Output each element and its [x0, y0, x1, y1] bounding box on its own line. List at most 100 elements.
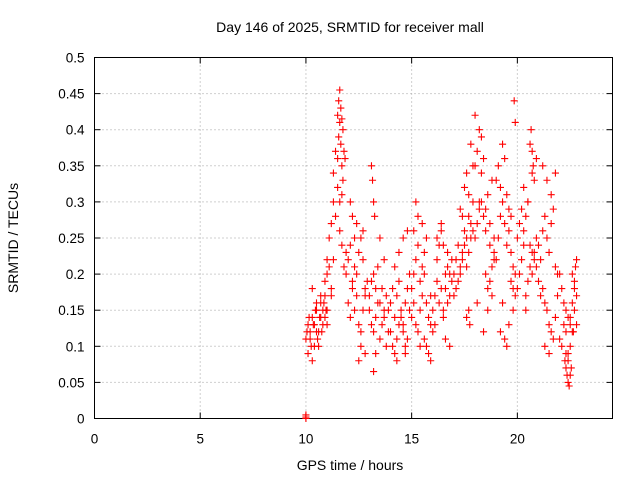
data-point [545, 248, 553, 256]
data-point [368, 176, 377, 184]
data-point [306, 335, 314, 343]
data-point [321, 277, 329, 285]
data-point [477, 133, 485, 141]
data-point [323, 270, 331, 278]
data-point [444, 248, 452, 256]
data-point [570, 284, 578, 293]
data-point [351, 234, 359, 242]
data-point [309, 321, 317, 329]
data-point [515, 220, 524, 228]
data-point [344, 299, 352, 307]
data-point [425, 313, 433, 321]
data-point [334, 155, 342, 163]
data-point [543, 234, 551, 242]
data-point [549, 335, 557, 343]
data-point [418, 292, 426, 300]
data-point [336, 118, 344, 127]
data-point [403, 227, 411, 235]
data-point [568, 270, 576, 278]
data-point [463, 263, 471, 271]
data-point [501, 220, 509, 228]
data-point [329, 256, 337, 264]
data-point [526, 263, 534, 271]
data-point [460, 241, 469, 249]
data-point [524, 277, 532, 285]
data-point [308, 357, 316, 365]
data-point [441, 284, 450, 293]
data-point [503, 241, 511, 249]
axis-ticks: 0 0.05 0.1 0.15 0.2 0.25 0.3 0.35 0.4 0.45 0.5 0 5 10… [58, 51, 613, 447]
data-point [471, 111, 479, 119]
data-point [475, 198, 483, 206]
data-point [467, 140, 475, 148]
data-point [534, 277, 543, 285]
data-point [361, 284, 369, 293]
data-point [569, 328, 577, 336]
data-point [329, 169, 337, 177]
data-point [376, 234, 384, 242]
data-point [391, 313, 399, 321]
y-tick-label: 0.15 [58, 303, 84, 318]
data-point [399, 234, 407, 242]
data-point [566, 321, 574, 329]
data-point [382, 342, 390, 350]
data-point [302, 413, 310, 421]
data-point [522, 306, 530, 314]
data-point [357, 328, 365, 336]
data-point [543, 306, 551, 314]
data-point [361, 349, 369, 358]
data-point [372, 313, 380, 321]
data-point [565, 382, 573, 390]
data-point [307, 342, 315, 350]
data-point [458, 212, 466, 220]
data-point [479, 155, 488, 163]
data-point [359, 306, 367, 314]
data-point [429, 328, 437, 336]
data-point [318, 328, 326, 336]
data-point [446, 342, 454, 350]
data-point [510, 97, 518, 105]
data-point [473, 220, 481, 228]
data-point [348, 284, 356, 293]
data-point [484, 306, 492, 314]
data-point [460, 183, 469, 192]
data-point [460, 227, 469, 235]
data-point [486, 241, 494, 249]
data-point [427, 357, 435, 365]
data-point [410, 227, 418, 235]
data-point [410, 270, 418, 278]
data-point [458, 256, 466, 264]
data-point [370, 198, 378, 206]
data-point [308, 284, 316, 293]
data-point [393, 357, 401, 365]
data-point [401, 349, 409, 358]
data-point [403, 335, 411, 343]
data-point [528, 270, 536, 278]
data-point [422, 342, 430, 350]
data-point [537, 256, 545, 264]
data-point [367, 162, 376, 170]
data-point [408, 284, 416, 293]
data-point [573, 256, 581, 264]
data-point [439, 313, 447, 321]
data-point [367, 277, 376, 285]
data-point [547, 220, 555, 228]
data-point [539, 284, 547, 293]
data-point [545, 349, 553, 358]
data-point [528, 147, 536, 155]
data-point [391, 349, 399, 358]
data-point [303, 328, 311, 336]
data-point [317, 292, 325, 300]
data-point [492, 256, 500, 264]
data-point [329, 198, 337, 206]
data-point [370, 328, 378, 336]
data-point [539, 227, 547, 235]
data-point [348, 212, 356, 220]
data-point [454, 241, 462, 249]
data-point [397, 313, 405, 321]
data-point [482, 227, 490, 235]
data-point [391, 263, 399, 271]
data-point [503, 191, 511, 199]
data-point [346, 198, 354, 206]
